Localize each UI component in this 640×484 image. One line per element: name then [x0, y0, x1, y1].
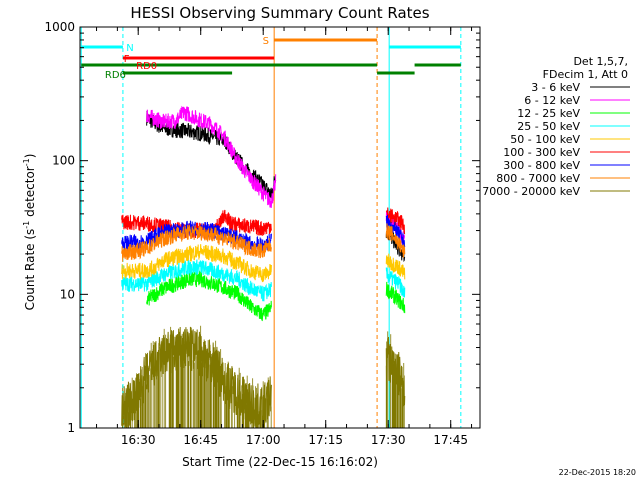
y-tick-label: 100: [52, 154, 75, 168]
series-line: [385, 214, 406, 249]
series-line: [385, 336, 406, 407]
legend-header: FDecim 1, Att 0: [543, 68, 628, 81]
y-axis-label: Count Rate (s-1 detector-1): [22, 154, 37, 311]
state-label: N: [126, 43, 133, 54]
legend-label: 50 - 100 keV: [510, 133, 580, 146]
y-tick-label: 1000: [44, 20, 75, 34]
series-line: [146, 270, 272, 322]
plot-frame: [79, 26, 481, 429]
legend-label: 6 - 12 keV: [524, 94, 580, 107]
state-label: F: [124, 54, 130, 65]
legend-label: 12 - 25 keV: [517, 107, 580, 120]
legend-header: Det 1,5,7,: [573, 55, 628, 68]
series-line: [385, 253, 406, 280]
series-line: [121, 326, 272, 429]
state-label: S: [263, 36, 269, 47]
state-label: RD6: [105, 70, 126, 81]
series-line: [121, 244, 272, 283]
chart-title: HESSI Observing Summary Count Rates: [130, 4, 429, 22]
series-line: [385, 281, 406, 314]
series-line: [121, 257, 272, 302]
x-tick-label: 16:45: [183, 433, 218, 447]
series-line: [385, 223, 406, 258]
x-tick-label: 17:30: [371, 433, 406, 447]
series-line: [146, 111, 277, 199]
x-tick-label: 17:15: [308, 433, 343, 447]
timestamp: 22-Dec-2015 18:20: [559, 468, 636, 477]
x-tick-label: 17:45: [433, 433, 468, 447]
legend-label: 300 - 800 keV: [503, 159, 580, 172]
x-tick-label: 17:00: [246, 433, 281, 447]
series-line: [121, 209, 272, 240]
series-line: [385, 207, 406, 235]
y-tick-label: 10: [60, 287, 75, 301]
legend-label: 100 - 300 keV: [503, 146, 580, 159]
series-line: [146, 105, 277, 209]
legend-label: 7000 - 20000 keV: [482, 185, 580, 198]
axes-layer: 1 10 100 1000 16:30 16:45 17:00 17:15 17:30 17:45: [44, 20, 481, 447]
legend-label: 800 - 7000 keV: [496, 172, 580, 185]
series-layer: [121, 105, 406, 429]
x-tick-label: 16:30: [121, 433, 156, 447]
legend-label: 3 - 6 keV: [531, 81, 580, 94]
y-tick-label: 1: [67, 421, 75, 435]
legend-label: 25 - 50 keV: [517, 120, 580, 133]
state-label: RD0: [136, 61, 157, 72]
x-axis-label: Start Time (22-Dec-15 16:16:02): [182, 455, 378, 469]
series-line: [121, 225, 272, 262]
series-line: [385, 267, 406, 298]
